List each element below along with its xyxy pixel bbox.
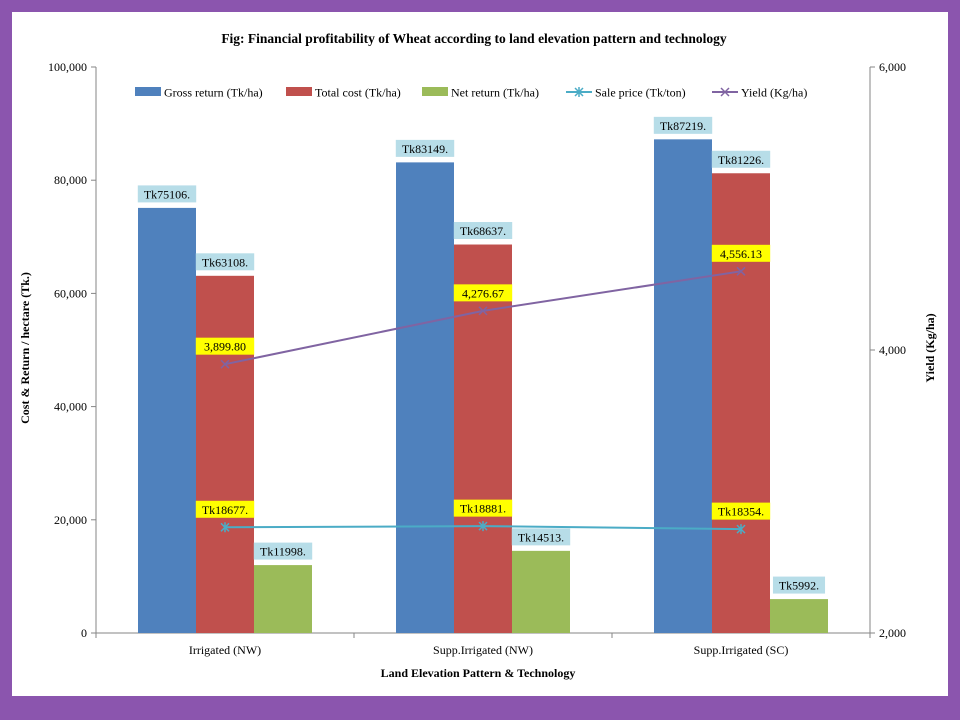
- data-label-box: [253, 542, 313, 560]
- data-label: Tk5992.: [779, 579, 819, 593]
- data-label: Tk18881.: [460, 502, 506, 516]
- bar: [196, 275, 254, 633]
- bar: [770, 599, 828, 633]
- y-tick-label: 100,000: [48, 60, 87, 74]
- y-axis-title: Cost & Return / hectare (Tk.): [18, 272, 32, 424]
- data-label: Tk11998.: [260, 545, 306, 559]
- data-label-box: [772, 576, 826, 594]
- data-label: Tk63108.: [202, 255, 248, 269]
- data-label-box: [195, 253, 255, 271]
- legend-label: Gross return (Tk/ha): [164, 86, 263, 100]
- y-tick-label: 80,000: [54, 173, 87, 187]
- x-tick-label: Supp.Irrigated (SC): [694, 643, 789, 657]
- y-tick-label: 20,000: [54, 513, 87, 527]
- data-label: Tk14513.: [518, 530, 564, 544]
- point-marker: [478, 521, 488, 532]
- data-label-box: [511, 528, 571, 546]
- data-label-box: [395, 139, 455, 157]
- legend-swatch: [135, 87, 161, 96]
- data-label: Tk18677.: [202, 503, 248, 517]
- chart-title: Fig: Financial profitability of Wheat ac…: [221, 31, 727, 46]
- y2-axis-title: Yield (Kg/ha): [923, 313, 937, 382]
- y2-tick-label: 2,000: [879, 626, 906, 640]
- point-marker: [736, 524, 746, 535]
- bar: [512, 550, 570, 633]
- legend-label: Yield (Kg/ha): [741, 86, 807, 100]
- data-label-box: [453, 499, 513, 517]
- data-label-box: [711, 244, 771, 262]
- data-label-box: [653, 116, 713, 134]
- legend-marker: [720, 87, 730, 97]
- data-label: Tk75106.: [144, 187, 190, 201]
- data-label: Tk68637.: [460, 224, 506, 238]
- point-marker: [736, 266, 746, 276]
- data-label: Tk87219.: [660, 119, 706, 133]
- data-label: Tk18354.: [718, 505, 764, 519]
- legend-label: Net return (Tk/ha): [451, 86, 539, 100]
- y-tick-label: 40,000: [54, 400, 87, 414]
- point-marker: [220, 359, 230, 369]
- chart-panel: Fig: Financial profitability of Wheat ac…: [12, 12, 948, 696]
- bar: [654, 139, 712, 633]
- legend-label: Sale price (Tk/ton): [595, 86, 686, 100]
- data-label: Tk83149.: [402, 142, 448, 156]
- data-label-box: [711, 502, 771, 520]
- bar: [712, 173, 770, 633]
- bar: [396, 162, 454, 634]
- bar: [138, 207, 196, 634]
- data-label-box: [453, 222, 513, 240]
- bar: [454, 244, 512, 633]
- data-label: 3,899.80: [204, 340, 246, 354]
- legend-swatch: [286, 87, 312, 96]
- data-label-box: [195, 500, 255, 518]
- chart: Fig: Financial profitability of Wheat ac…: [18, 31, 937, 680]
- data-label-box: [137, 185, 197, 203]
- x-axis-title: Land Elevation Pattern & Technology: [381, 666, 576, 680]
- data-label-box: [711, 150, 771, 168]
- legend-label: Total cost (Tk/ha): [315, 86, 401, 100]
- data-label: 4,556.13: [720, 247, 762, 261]
- x-tick-label: Supp.Irrigated (NW): [433, 643, 533, 657]
- data-label: Tk81226.: [718, 153, 764, 167]
- bar: [254, 565, 312, 633]
- data-label-box: [453, 284, 513, 302]
- y2-tick-label: 6,000: [879, 60, 906, 74]
- y-tick-label: 60,000: [54, 286, 87, 300]
- point-marker: [478, 306, 488, 316]
- y2-tick-label: 4,000: [879, 343, 906, 357]
- y-tick-label: 0: [81, 626, 87, 640]
- data-label: 4,276.67: [462, 286, 504, 300]
- data-label-box: [195, 337, 255, 355]
- legend-marker: [574, 87, 584, 97]
- point-marker: [220, 522, 230, 533]
- x-tick-label: Irrigated (NW): [189, 643, 261, 657]
- legend-swatch: [422, 87, 448, 96]
